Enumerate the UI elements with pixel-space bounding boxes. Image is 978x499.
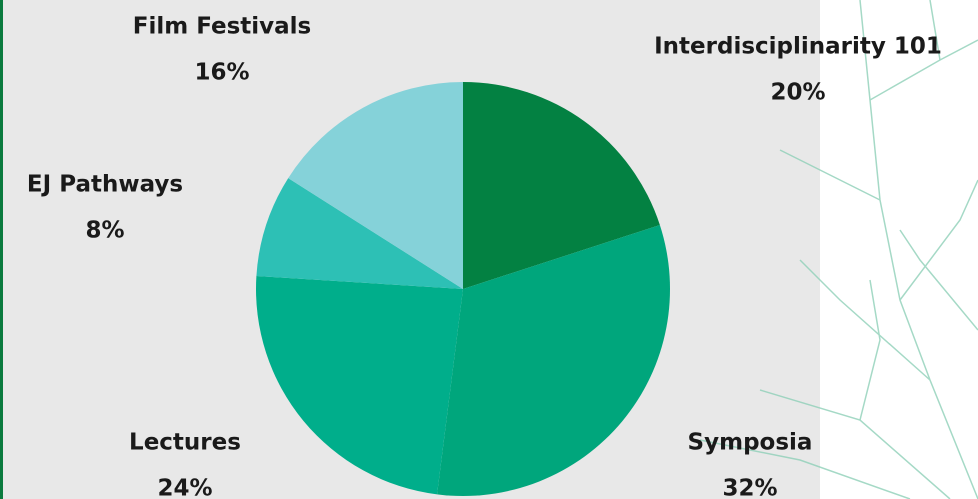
pie-slice — [437, 225, 671, 496]
slice-label: Film Festivals — [133, 14, 312, 40]
slice-label: Lectures — [129, 430, 241, 456]
slice-label: EJ Pathways — [27, 172, 183, 198]
slice-value: 16% — [194, 60, 249, 86]
branches — [699, 0, 978, 499]
slice-value: 8% — [85, 218, 124, 244]
pie-slice — [288, 82, 463, 289]
pie-slice — [463, 82, 660, 289]
slice-label: Interdisciplinarity 101 — [654, 34, 942, 60]
slice-label: Symposia — [688, 430, 813, 456]
slice-value: 32% — [722, 476, 777, 499]
left-border — [0, 0, 3, 499]
pie-slice — [256, 178, 463, 289]
slice-value: 24% — [157, 476, 212, 499]
slice-value: 20% — [770, 80, 825, 106]
pie-slice — [256, 276, 463, 495]
